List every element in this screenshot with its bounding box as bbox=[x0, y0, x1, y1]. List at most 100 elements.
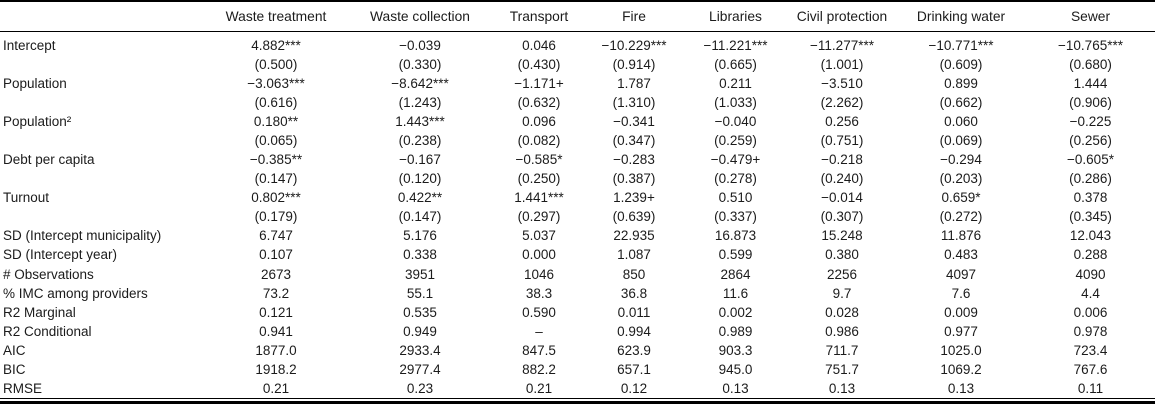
column-header: Sewer bbox=[1026, 1, 1155, 32]
cell: 55.1 bbox=[406, 285, 434, 301]
cell: 0.13 bbox=[683, 378, 788, 399]
cell: (0.337) bbox=[714, 209, 757, 225]
cell: (0.250) bbox=[517, 171, 561, 187]
table-row: # Observations 2673 3951 1046 850 2864 2256 409… bbox=[0, 265, 1155, 284]
cell: 0.338 bbox=[403, 247, 437, 263]
cell: 767.6 bbox=[1073, 361, 1108, 377]
cell: (0.203) bbox=[939, 171, 983, 187]
column-header: Waste collection bbox=[347, 1, 493, 32]
row-label: Population² bbox=[3, 114, 72, 130]
row-label bbox=[0, 93, 205, 112]
cell: (0.240) bbox=[820, 171, 864, 187]
cell: −10.771*** bbox=[928, 37, 994, 53]
cell: 850 bbox=[622, 266, 646, 282]
cell: (0.256) bbox=[1069, 133, 1112, 149]
cell: −3.063*** bbox=[247, 76, 305, 92]
column-header: Libraries bbox=[683, 1, 788, 32]
table-row: AIC 1877.0 2933.4 847.5 623.9 903.3 711.7 1025.… bbox=[0, 341, 1155, 360]
cell: −0.167 bbox=[399, 152, 441, 168]
cell: (0.387) bbox=[612, 171, 656, 187]
table-row: RMSE 0.21 0.23 0.21 0.12 0.13 0.13 0.13 0.11 bbox=[0, 378, 1155, 399]
cell: (0.297) bbox=[517, 209, 561, 225]
cell: (0.069) bbox=[939, 133, 983, 149]
cell: 0.510 bbox=[718, 190, 753, 206]
cell: 1046 bbox=[523, 266, 555, 282]
cell: 5.176 bbox=[403, 228, 437, 244]
cell: (0.751) bbox=[820, 133, 864, 149]
table-row: Population² 0.180** 1.443*** 0.096 −0.341 −0.… bbox=[0, 112, 1155, 131]
cell: 1.239+ bbox=[613, 190, 655, 206]
cell: 0.977 bbox=[944, 323, 978, 339]
table-row: Debt per capita −0.385** −0.167 −0.585* −0.2… bbox=[0, 150, 1155, 169]
cell: 0.13 bbox=[788, 378, 896, 399]
cell: −0.605* bbox=[1067, 152, 1114, 168]
column-header: Fire bbox=[585, 1, 683, 32]
cell: −10.229*** bbox=[601, 37, 667, 53]
cell: (0.430) bbox=[517, 57, 561, 72]
cell: 5.037 bbox=[522, 228, 556, 244]
cell: 11.876 bbox=[940, 228, 982, 244]
cell: 0.13 bbox=[896, 378, 1026, 399]
cell: 0.046 bbox=[522, 37, 556, 53]
cell: 0.949 bbox=[403, 323, 437, 339]
cell: 0.002 bbox=[718, 304, 753, 320]
row-label: Turnout bbox=[3, 190, 50, 206]
cell: 751.7 bbox=[825, 361, 859, 377]
cell: 1.443*** bbox=[395, 114, 445, 130]
cell: (0.259) bbox=[714, 133, 757, 149]
cell: (0.616) bbox=[254, 95, 298, 111]
cell: 1.787 bbox=[617, 76, 651, 92]
cell: −0.225 bbox=[1069, 114, 1112, 130]
cell: 0.000 bbox=[522, 247, 556, 263]
cell: (0.665) bbox=[714, 57, 757, 72]
cell: (0.286) bbox=[1069, 171, 1112, 187]
cell: 0.006 bbox=[1073, 304, 1108, 320]
column-header: Transport bbox=[493, 1, 585, 32]
cell: 36.8 bbox=[620, 285, 648, 301]
cell: 0.11 bbox=[1026, 378, 1155, 399]
cell: 11.6 bbox=[722, 285, 749, 301]
cell: (1.310) bbox=[612, 95, 656, 111]
cell: 0.941 bbox=[259, 323, 293, 339]
cell: 0.009 bbox=[944, 304, 978, 320]
cell: (0.680) bbox=[1069, 57, 1112, 72]
cell: 7.6 bbox=[951, 285, 971, 301]
row-label: RMSE bbox=[0, 378, 205, 399]
row-label: Population bbox=[3, 76, 67, 92]
row-label-header bbox=[0, 1, 205, 32]
header-row: Waste treatment Waste collection Transport… bbox=[0, 1, 1155, 32]
cell: 945.0 bbox=[718, 361, 753, 377]
cell: 1918.2 bbox=[255, 361, 297, 377]
cell: 0.028 bbox=[825, 304, 859, 320]
cell: (1.033) bbox=[714, 95, 757, 111]
std-error-row: (0.500) (0.330) (0.430) (0.914) (0.665) (1.00… bbox=[0, 55, 1155, 74]
cell: (1.243) bbox=[398, 95, 442, 111]
cell: −0.218 bbox=[821, 152, 863, 168]
cell: 0.590 bbox=[522, 304, 556, 320]
cell: 0.535 bbox=[403, 304, 437, 320]
cell: (1.001) bbox=[820, 57, 864, 72]
cell: 0.599 bbox=[718, 247, 753, 263]
cell: −0.040 bbox=[714, 114, 757, 130]
cell: 711.7 bbox=[825, 342, 859, 358]
cell: 6.747 bbox=[259, 228, 293, 244]
cell: 0.288 bbox=[1073, 247, 1108, 263]
std-error-row: (0.065) (0.238) (0.082) (0.347) (0.259) (0.75… bbox=[0, 131, 1155, 150]
cell: 0.380 bbox=[825, 247, 859, 263]
cell: (0.272) bbox=[939, 209, 983, 225]
table-row: SD (Intercept year) 0.107 0.338 0.000 1.087 0… bbox=[0, 245, 1155, 264]
cell: −0.341 bbox=[613, 114, 655, 130]
cell: 0.211 bbox=[719, 76, 752, 92]
cell: (0.147) bbox=[254, 171, 298, 187]
cell: 0.978 bbox=[1073, 323, 1108, 339]
cell: −0.039 bbox=[399, 37, 441, 53]
cell: −11.277*** bbox=[810, 37, 874, 53]
table-header: Waste treatment Waste collection Transport… bbox=[0, 1, 1155, 32]
cell: 847.5 bbox=[522, 342, 556, 358]
cell: −3.510 bbox=[821, 76, 863, 92]
table-row: R2 Conditional 0.941 0.949 – 0.994 0.989 0.986… bbox=[0, 322, 1155, 341]
cell: 2933.4 bbox=[399, 342, 441, 358]
cell: 9.7 bbox=[832, 285, 852, 301]
cell: 4.882*** bbox=[251, 37, 301, 53]
cell: 1.441*** bbox=[514, 190, 564, 206]
